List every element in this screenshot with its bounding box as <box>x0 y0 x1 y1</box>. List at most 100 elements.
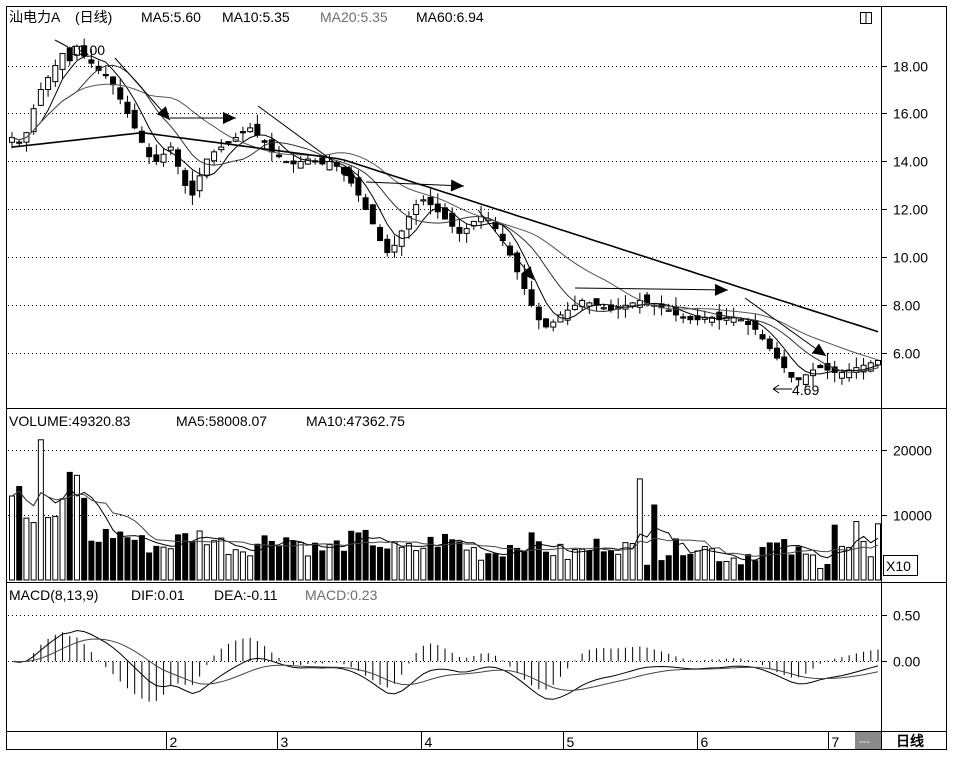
volume-bar <box>95 541 102 581</box>
volume-bar <box>543 551 550 581</box>
candlestick <box>304 153 311 165</box>
volume-bar <box>254 543 261 581</box>
volume-bar <box>759 546 766 581</box>
volume-bar <box>499 556 506 581</box>
candlestick <box>600 303 607 311</box>
month-label: 4 <box>425 734 433 750</box>
candlestick <box>564 302 571 326</box>
candlestick <box>579 298 586 311</box>
volume-bar <box>203 544 210 581</box>
candle-body <box>420 199 427 202</box>
candle-body <box>304 158 311 165</box>
candlestick <box>138 126 145 144</box>
volume-bar <box>66 471 73 581</box>
candlestick <box>189 170 196 206</box>
candlestick <box>838 369 845 385</box>
macd-dea-line <box>11 638 879 691</box>
volume-bar <box>59 498 66 581</box>
volume-bar <box>326 544 333 581</box>
multiplier-label: X10 <box>886 558 911 574</box>
candlestick <box>297 156 304 169</box>
volume-bar <box>37 439 44 581</box>
volume-bar <box>600 551 607 581</box>
volume-bar <box>377 546 384 581</box>
volume-bar <box>817 567 824 581</box>
low-value: 4.69 <box>792 382 819 398</box>
candle-body <box>449 212 456 227</box>
volume-bar <box>239 551 246 581</box>
volume-bar <box>362 529 369 581</box>
candle-body <box>838 371 845 379</box>
macd-value-label: MACD:0.23 <box>305 587 378 603</box>
trend-arrow <box>477 209 535 281</box>
volume-bar <box>810 554 817 581</box>
macd-dea-label: DEA:-0.11 <box>214 587 278 603</box>
candle-body <box>225 141 232 144</box>
ma10-label: MA10:5.35 <box>222 9 290 25</box>
candle-body <box>189 180 196 196</box>
candle-body <box>600 307 607 310</box>
candle-body <box>283 160 290 164</box>
volume-bar <box>312 542 319 581</box>
candlestick <box>543 317 550 329</box>
date-axis: 2 3 4 5 6 7 <box>166 732 840 750</box>
dash-button[interactable] <box>855 732 881 749</box>
volume-bar <box>189 541 196 581</box>
candlestick <box>211 149 218 166</box>
volume-bar <box>81 497 88 581</box>
volume-bar <box>795 546 802 581</box>
volume-bar <box>838 545 845 581</box>
period-tag: (日线) <box>75 9 112 25</box>
ma60-line <box>11 131 879 333</box>
volume-bar <box>853 521 860 581</box>
volume-bar <box>398 546 405 581</box>
volume-bar <box>629 543 636 581</box>
candlestick <box>369 203 376 225</box>
volume-bar <box>766 542 773 581</box>
candlestick <box>535 302 542 330</box>
candlestick <box>52 59 59 87</box>
layout-toggle-icon[interactable] <box>860 12 872 24</box>
candlestick <box>759 329 766 341</box>
candle-body <box>110 76 117 86</box>
volume-bar <box>232 549 239 581</box>
candle-body <box>413 204 420 215</box>
month-label: 6 <box>701 734 709 750</box>
candle-body <box>766 338 773 349</box>
volume-bar <box>456 541 463 581</box>
volume-bar <box>225 554 232 581</box>
period-button[interactable]: 日线 <box>896 733 924 749</box>
volume-bar <box>846 547 853 581</box>
volume-bar <box>16 486 23 581</box>
candlestick <box>23 131 30 152</box>
price-tick-label: 6.00 <box>893 346 920 362</box>
volume-ma10-line <box>11 490 879 557</box>
candlestick <box>102 66 109 79</box>
volume-bar <box>340 550 347 581</box>
volume-bar <box>622 542 629 581</box>
candle-body <box>672 307 679 316</box>
candlestick <box>59 53 66 80</box>
price-tick-label: 14.00 <box>893 154 928 170</box>
volume-bar <box>369 545 376 581</box>
trend-arrow-head <box>156 106 170 120</box>
candle-body <box>146 147 153 158</box>
candlestick <box>391 235 398 258</box>
candlestick <box>66 46 73 66</box>
volume-bar <box>658 560 665 581</box>
volume-bar <box>737 564 744 581</box>
volume-bar <box>528 532 535 581</box>
candlestick <box>362 193 369 211</box>
candlestick <box>680 313 687 324</box>
volume-bar <box>276 545 283 581</box>
volume-bar <box>535 541 542 581</box>
candlestick <box>319 156 326 166</box>
trend-arrow-shaft <box>257 105 357 179</box>
trend-arrow <box>365 179 465 192</box>
candlestick <box>795 377 802 387</box>
candlestick <box>131 103 138 130</box>
candle-body <box>124 101 131 114</box>
volume-ma5-line <box>11 488 879 561</box>
volume-bar <box>824 564 831 581</box>
volume-bar <box>788 554 795 581</box>
